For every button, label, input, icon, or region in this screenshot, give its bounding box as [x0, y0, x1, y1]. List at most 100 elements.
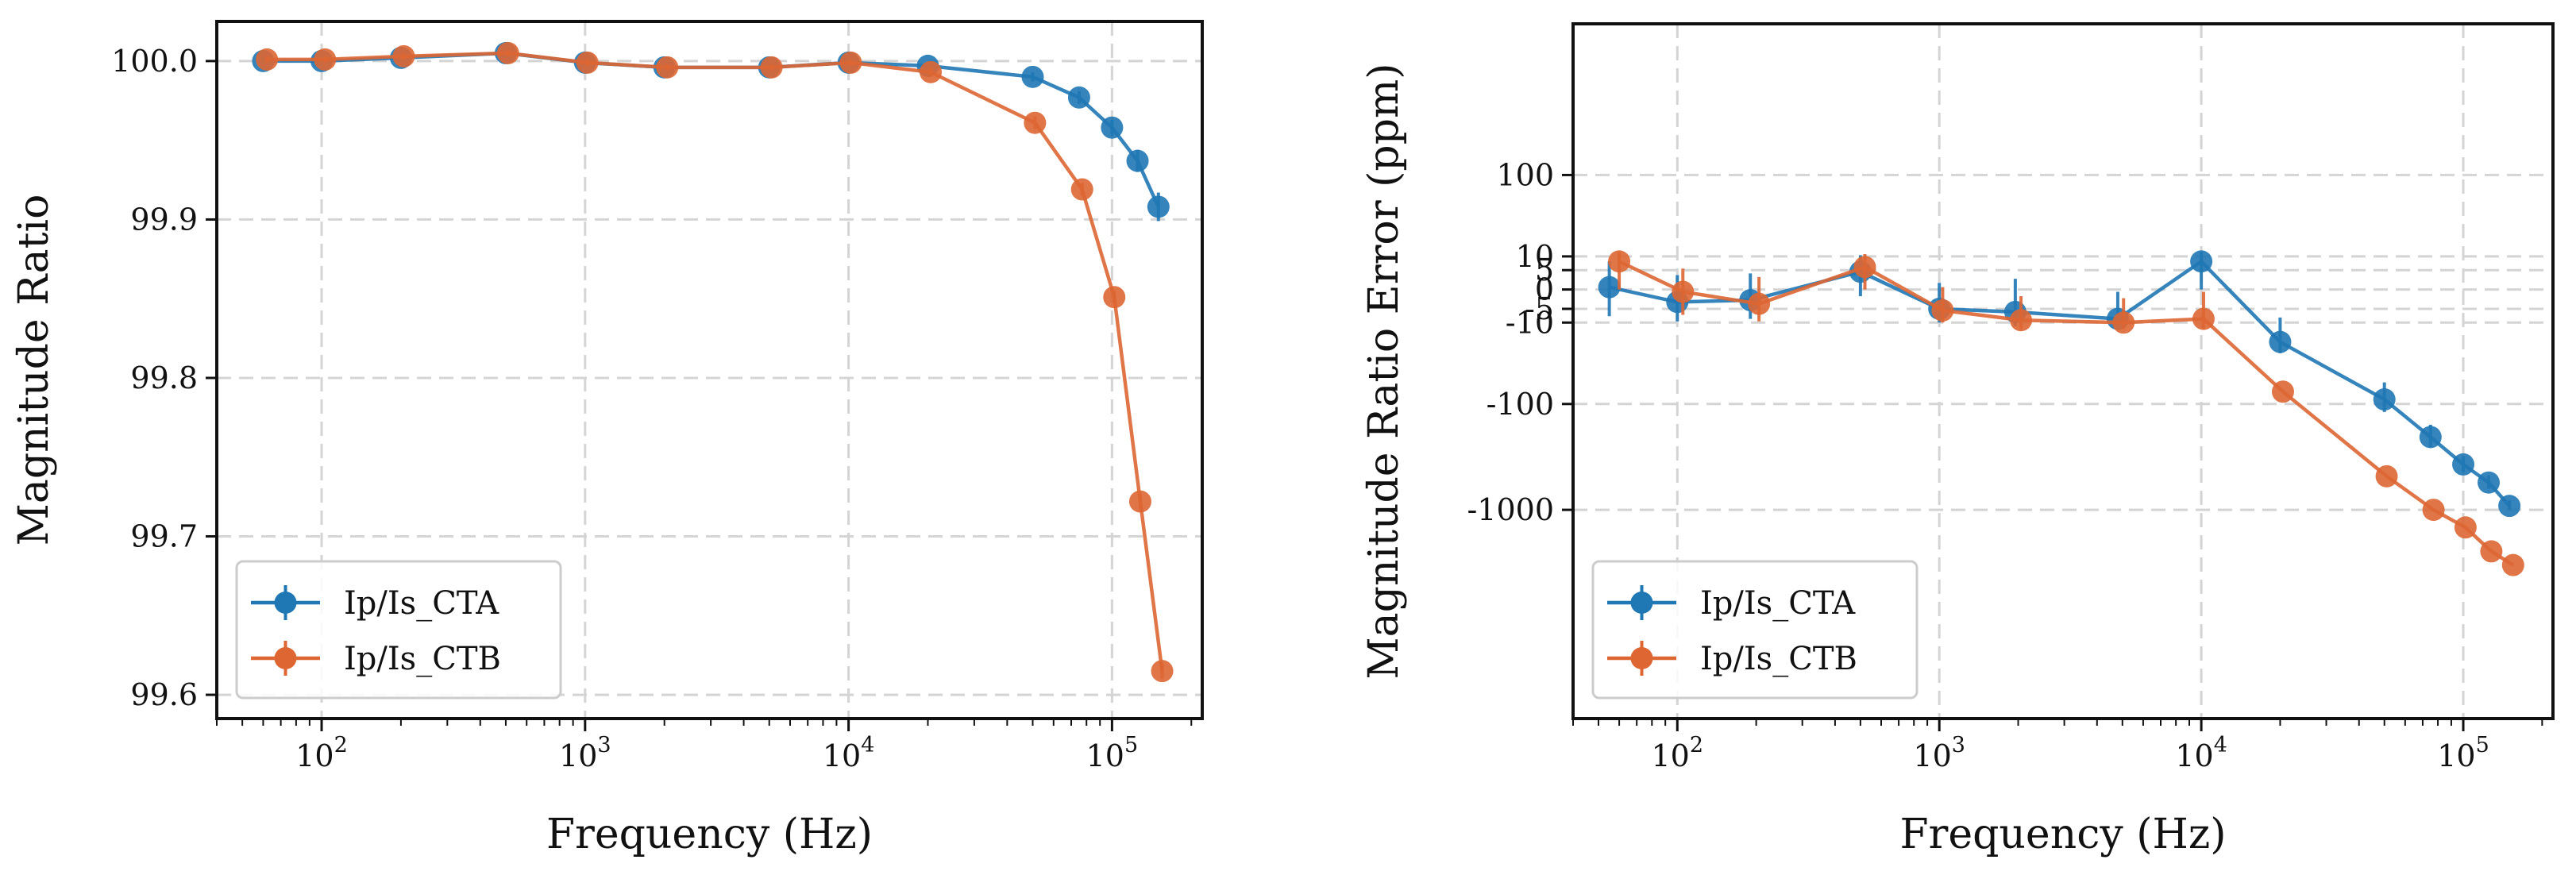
x-tick-exponent: 5: [1124, 733, 1138, 757]
x-tick-base: 10: [1913, 738, 1951, 773]
x-tick-label: 102: [295, 733, 348, 773]
x-tick-base: 10: [559, 738, 597, 773]
legend-marker: [274, 592, 297, 614]
x-tick-base: 10: [1652, 738, 1690, 773]
y-axis-label: Magnitude Ratio Error (ppm): [1360, 63, 1408, 679]
data-point: [2375, 464, 2398, 488]
x-tick-label: 104: [823, 733, 875, 773]
data-point: [1103, 286, 1126, 309]
x-tick-base: 10: [2437, 738, 2475, 773]
data-point: [576, 51, 599, 74]
data-point: [1748, 292, 1771, 315]
x-tick-base: 10: [295, 738, 334, 773]
x-tick-exponent: 3: [597, 733, 611, 757]
legend-label: Ip/Is_CTB: [1700, 641, 1857, 677]
data-point: [256, 48, 279, 71]
data-point: [1147, 195, 1170, 218]
legend-entry: Ip/Is_CTB: [1607, 641, 1857, 677]
data-point: [392, 44, 415, 67]
data-point: [1024, 111, 1047, 134]
data-point: [1931, 299, 1954, 322]
legend-marker: [1630, 592, 1653, 614]
y-axis-label: Magnitude Ratio: [10, 195, 58, 546]
y-tick-label: 99.9: [130, 202, 198, 237]
x-tick-exponent: 2: [1690, 733, 1703, 757]
data-point: [2112, 311, 2135, 334]
data-point: [1101, 116, 1124, 139]
x-tick-base: 10: [1086, 738, 1124, 773]
y-tick-label: 99.8: [130, 360, 198, 395]
y-tick-label: 5: [1535, 252, 1554, 287]
data-point: [920, 60, 943, 83]
x-tick-exponent: 4: [2214, 733, 2227, 757]
data-point: [2501, 553, 2524, 576]
x-tick-base: 10: [823, 738, 861, 773]
data-point: [2419, 426, 2442, 449]
x-minor-ticks: [216, 719, 1193, 731]
y-tick-label: 100: [1496, 157, 1554, 192]
data-point: [1070, 178, 1093, 201]
data-point: [2454, 516, 2477, 539]
data-point: [760, 56, 783, 79]
legend-box: [235, 560, 562, 700]
data-point: [2480, 540, 2503, 563]
legend-marker: [1630, 647, 1653, 669]
x-tick-label: 102: [1652, 733, 1704, 773]
legend-label: Ip/Is_CTA: [344, 585, 499, 622]
grid: [1573, 24, 2553, 719]
data-point: [1128, 490, 1151, 513]
y-tick-label: -10: [1506, 305, 1554, 340]
x-tick-exponent: 5: [2476, 733, 2489, 757]
legend-box: [1591, 560, 1919, 700]
data-point: [1672, 280, 1695, 303]
data-point: [1608, 250, 1631, 273]
y-tick-label: 0: [1535, 272, 1554, 307]
data-point: [1598, 276, 1621, 299]
x-tick-label: 103: [1913, 733, 1965, 773]
axes-frame: [1571, 22, 2555, 720]
x-minor-ticks: [1572, 719, 2543, 731]
data-point: [1853, 256, 1876, 279]
series-ip-is-ctb: [1608, 250, 2524, 576]
legend-entry: Ip/Is_CTB: [251, 641, 501, 677]
data-point: [839, 51, 862, 74]
legend-marker: [274, 647, 297, 669]
data-point: [2190, 250, 2213, 273]
y-tick-label: -5: [1525, 291, 1554, 326]
data-point: [2271, 380, 2294, 403]
axes-frame: [215, 20, 1204, 720]
data-point: [2422, 499, 2445, 522]
y-tick-label: -100: [1487, 387, 1554, 422]
data-point: [2373, 388, 2396, 411]
data-point: [2498, 495, 2521, 518]
x-tick-label: 104: [2175, 733, 2227, 773]
x-tick-label: 105: [2437, 733, 2489, 773]
data-point: [2478, 471, 2501, 494]
data-point: [1126, 149, 1149, 172]
data-point: [1151, 660, 1174, 683]
data-point: [314, 48, 337, 71]
data-point: [496, 41, 519, 64]
y-tick-label: 100.0: [111, 44, 198, 79]
data-point: [2010, 309, 2033, 332]
data-point: [656, 56, 679, 79]
x-axis-label: Frequency (Hz): [1899, 811, 2226, 858]
x-tick-exponent: 3: [1952, 733, 1965, 757]
data-point: [2452, 453, 2475, 476]
x-tick-exponent: 2: [334, 733, 348, 757]
magnitude-ratio-error-chart: 102 103 104 1051001050-5-10-100-1000Frequen…: [1360, 22, 2555, 858]
x-tick-exponent: 4: [861, 733, 874, 757]
data-point: [1021, 65, 1044, 88]
legend-label: Ip/Is_CTB: [344, 641, 501, 677]
data-point: [2192, 307, 2215, 330]
x-axis-label: Frequency (Hz): [546, 811, 873, 858]
legend-entry: Ip/Is_CTA: [251, 585, 499, 622]
series-ip-is-ctb: [256, 41, 1174, 683]
legend: Ip/Is_CTA Ip/Is_CTB: [235, 560, 562, 700]
data-point: [2269, 330, 2292, 353]
x-tick-label: 103: [559, 733, 611, 773]
x-tick-base: 10: [2175, 738, 2213, 773]
legend: Ip/Is_CTA Ip/Is_CTB: [1591, 560, 1919, 700]
y-tick-label: 99.7: [130, 519, 198, 554]
